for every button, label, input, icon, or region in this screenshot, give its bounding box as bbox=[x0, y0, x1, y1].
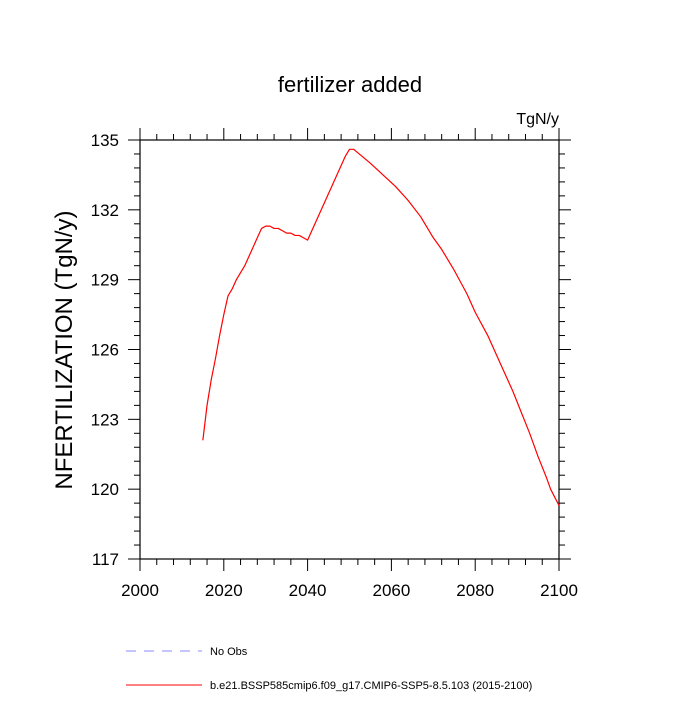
plot-frame bbox=[139, 139, 560, 560]
y-tick-label: 117 bbox=[92, 550, 119, 569]
y-tick-label: 123 bbox=[91, 410, 119, 429]
x-tick-label: 2080 bbox=[456, 581, 494, 600]
units-label: TgN/y bbox=[516, 111, 559, 128]
x-tick-label: 2020 bbox=[205, 581, 243, 600]
series-layer bbox=[202, 148, 560, 506]
legend-label: b.e21.BSSP585cmip6.f09_g17.CMIP6-SSP5-8.… bbox=[210, 680, 532, 692]
y-tick-label: 126 bbox=[91, 341, 119, 360]
tick-labels: 2000 2020 2040 2060 2080 2100 117 120 123 126 129 1… bbox=[91, 131, 578, 600]
y-axis-label: NFERTILIZATION (TgN/y) bbox=[51, 210, 78, 489]
y-tick-label: 129 bbox=[91, 271, 119, 290]
chart-title: fertilizer added bbox=[278, 72, 422, 97]
x-tick-label: 2060 bbox=[372, 581, 410, 600]
x-tick-label: 2100 bbox=[540, 581, 578, 600]
y-tick-label: 135 bbox=[91, 131, 119, 150]
axis-ticks bbox=[128, 128, 571, 571]
series-line bbox=[202, 148, 560, 506]
y-tick-label: 132 bbox=[91, 201, 119, 220]
legend-label: No Obs bbox=[210, 646, 248, 658]
y-tick-label: 120 bbox=[91, 480, 119, 499]
plot-border bbox=[139, 139, 560, 560]
x-tick-label: 2000 bbox=[121, 581, 159, 600]
legend: No Obs b.e21.BSSP585cmip6.f09_g17.CMIP6-S… bbox=[126, 646, 532, 692]
x-tick-label: 2040 bbox=[289, 581, 327, 600]
